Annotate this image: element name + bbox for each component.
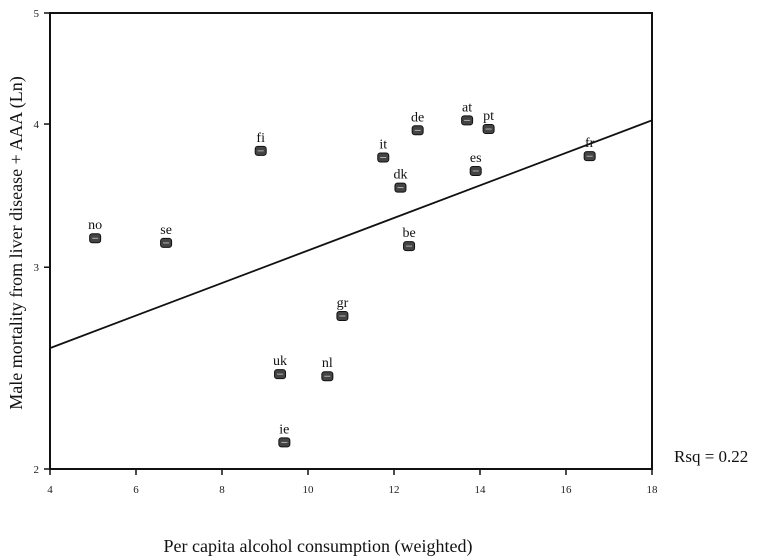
x-tick-label: 6 [133, 484, 139, 496]
data-point: nl [321, 356, 334, 382]
fit-line-group [49, 119, 653, 349]
point-label: fr [585, 136, 595, 151]
data-point: de [411, 110, 424, 136]
point-label: fi [256, 131, 265, 146]
data-point: ie [278, 422, 291, 448]
data-point: it [377, 137, 390, 163]
point-label: it [379, 137, 387, 152]
data-point: pt [482, 109, 495, 135]
data-point: gr [336, 296, 349, 321]
data-point: no [88, 218, 102, 244]
x-axis-title: Per capita alcohol consumption (weighted… [164, 536, 473, 556]
x-tick-label: 14 [475, 484, 487, 496]
data-point: at [461, 100, 474, 126]
plot-border [49, 12, 653, 470]
x-tick-label: 4 [47, 484, 53, 496]
point-label: nl [322, 356, 333, 371]
data-point: es [469, 151, 482, 176]
point-label: es [470, 151, 482, 166]
y-tick-label: 3 [34, 262, 40, 274]
point-label: se [160, 223, 172, 238]
point-label: pt [483, 109, 494, 124]
fit-line [49, 119, 653, 349]
data-point: uk [273, 354, 287, 380]
x-axis-ticks: 4 6 8 10 12 14 16 18 [47, 469, 658, 496]
point-label: de [411, 110, 424, 125]
x-tick-label: 8 [219, 484, 225, 496]
y-axis-title: Male mortality from liver disease + AAA … [6, 76, 27, 410]
data-point: dk [393, 168, 407, 193]
point-label: ie [279, 422, 289, 437]
r-squared-annotation: Rsq = 0.22 [674, 447, 748, 466]
x-tick-label: 18 [647, 484, 659, 496]
point-label: at [462, 100, 472, 115]
point-label: be [402, 226, 415, 241]
point-label: gr [337, 296, 349, 311]
point-label: dk [393, 168, 407, 183]
x-tick-label: 12 [389, 484, 400, 496]
y-tick-label: 2 [34, 464, 40, 476]
x-tick-label: 16 [561, 484, 573, 496]
point-label: uk [273, 354, 287, 369]
point-label: no [88, 218, 102, 233]
data-point: fr [583, 136, 596, 162]
data-point: fi [254, 131, 267, 156]
y-tick-label: 5 [34, 8, 40, 20]
y-tick-label: 4 [34, 119, 40, 131]
plot-frame [49, 12, 653, 470]
x-tick-label: 10 [303, 484, 315, 496]
data-point: se [160, 223, 173, 248]
y-axis-ticks: 2 3 4 5 [34, 8, 50, 476]
data-point: be [402, 226, 416, 252]
